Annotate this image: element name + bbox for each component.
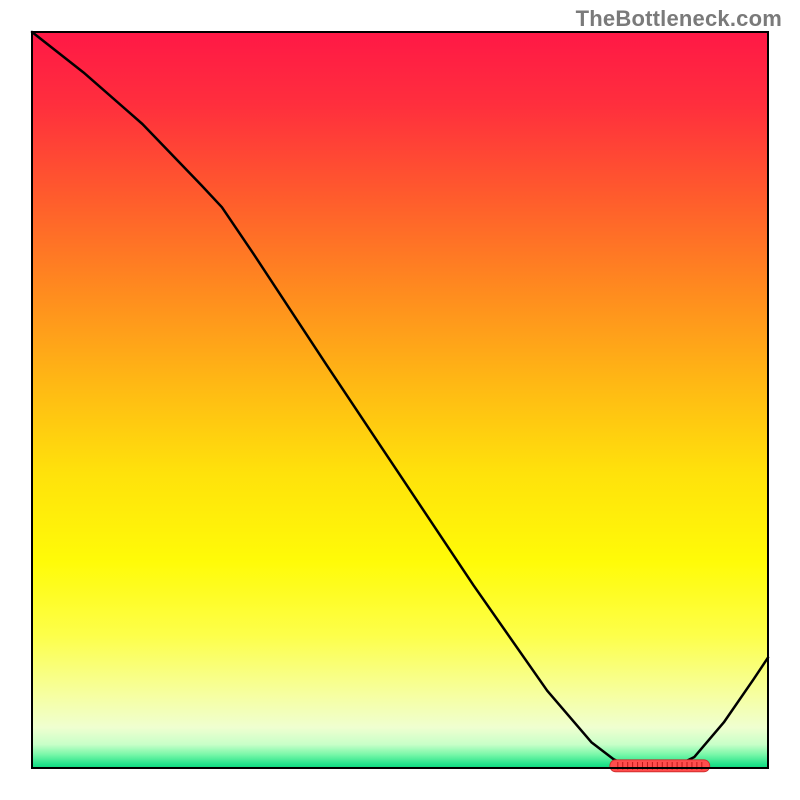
chart-container: TheBottleneck.com [0,0,800,800]
chart-svg [0,0,800,800]
drag-handle[interactable] [610,760,710,772]
gradient-background [32,32,768,768]
